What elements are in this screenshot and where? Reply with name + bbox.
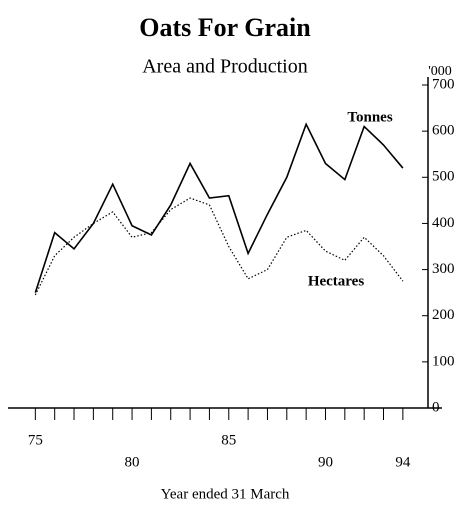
- chart-subtitle: Area and Production: [142, 56, 308, 78]
- y-tick-label: 400: [432, 215, 455, 231]
- x-tick-label: 80: [125, 454, 140, 470]
- y-tick-label: 700: [432, 76, 455, 92]
- y-tick-label: 600: [432, 123, 455, 139]
- y-tick-label: 100: [432, 353, 455, 369]
- y-tick-label: 0: [432, 399, 440, 415]
- series-label: Hectares: [308, 273, 365, 289]
- series-label: Tonnes: [347, 109, 392, 125]
- x-tick-label: 94: [395, 454, 411, 470]
- y-tick-label: 500: [432, 169, 455, 185]
- chart-title: Oats For Grain: [139, 13, 311, 42]
- y-unit: '000: [428, 64, 452, 79]
- series-line: [34, 197, 404, 296]
- x-tick-label: 75: [28, 432, 43, 448]
- y-tick-label: 300: [432, 261, 455, 277]
- x-tick-label: 85: [221, 432, 236, 448]
- y-tick-label: 200: [432, 307, 455, 323]
- x-tick-label: 90: [318, 454, 333, 470]
- series-line: [34, 122, 404, 293]
- x-axis-label: Year ended 31 March: [161, 486, 290, 502]
